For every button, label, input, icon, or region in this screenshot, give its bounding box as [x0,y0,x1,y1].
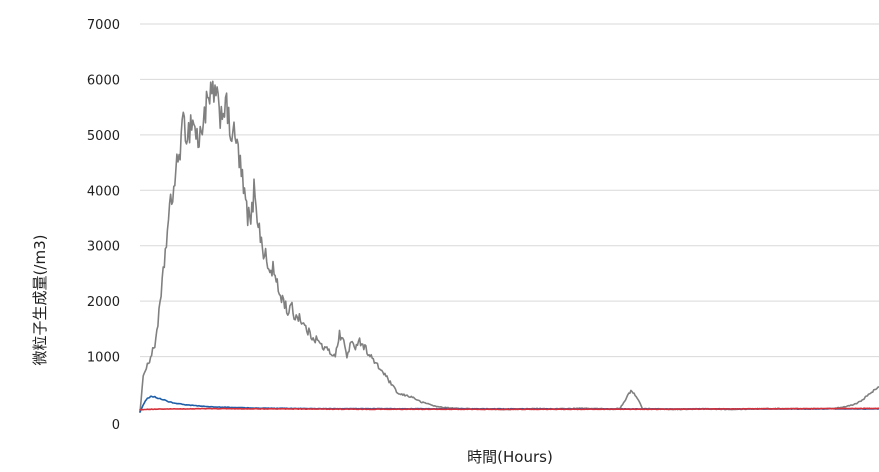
series-line-3 [139,407,879,411]
y-tick-label: 5000 [87,129,120,144]
y-tick-label: 2000 [87,295,120,310]
grid-layer [140,23,879,358]
y-axis-title: 微粒子生成量(/m3) [31,235,49,366]
series-layer [139,80,879,413]
y-tick-label: 6000 [87,73,120,88]
y-tick-label: 0 [112,418,120,433]
x-axis-title: 時間(Hours) [467,448,553,466]
y-axis-ticks: 0 1000 2000 3000 4000 5000 6000 7000 [87,18,120,433]
y-tick-label: 4000 [87,184,120,199]
y-tick-label: 1000 [87,351,120,366]
series-line-1 [139,80,879,413]
y-tick-label: 7000 [87,18,120,33]
y-tick-label: 3000 [87,240,120,255]
